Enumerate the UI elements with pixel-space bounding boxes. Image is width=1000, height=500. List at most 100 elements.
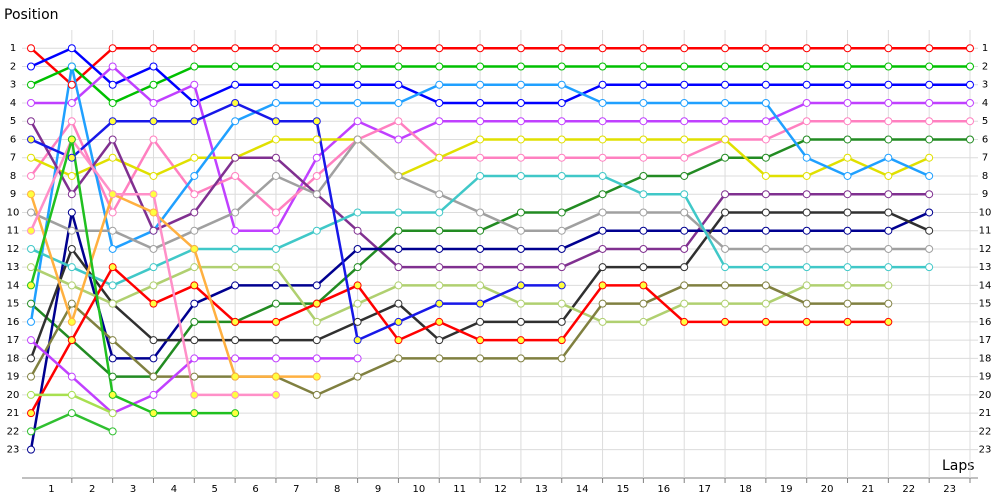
- marker: [190, 98, 199, 107]
- marker: [271, 244, 280, 253]
- y-tick-label: 5: [982, 116, 988, 127]
- y-tick-label: 22: [979, 426, 992, 437]
- marker: [925, 135, 934, 144]
- marker: [639, 244, 648, 253]
- marker: [190, 153, 199, 162]
- y-tick-label: 3: [982, 80, 988, 91]
- y-tick-label: 15: [979, 299, 992, 310]
- x-tick-label: 6: [252, 484, 258, 495]
- marker: [843, 281, 852, 290]
- series-line: [29, 192, 317, 378]
- marker: [190, 354, 199, 363]
- y-tick-label: 15: [7, 299, 20, 310]
- marker: [476, 62, 485, 71]
- marker: [802, 281, 811, 290]
- marker: [149, 208, 158, 217]
- marker: [680, 44, 689, 53]
- marker: [476, 244, 485, 253]
- marker: [598, 44, 607, 53]
- marker: [231, 281, 240, 290]
- x-tick-label: 13: [535, 484, 548, 495]
- marker: [925, 171, 934, 180]
- y-tick-label: 6: [10, 134, 16, 145]
- marker: [353, 281, 362, 290]
- marker: [149, 390, 158, 399]
- marker: [27, 153, 35, 162]
- marker: [966, 44, 974, 53]
- marker: [721, 117, 730, 126]
- marker: [557, 281, 566, 290]
- marker: [721, 244, 730, 253]
- marker: [67, 98, 76, 107]
- marker: [761, 263, 770, 272]
- marker: [312, 190, 321, 199]
- marker: [190, 299, 199, 308]
- marker: [271, 171, 280, 180]
- marker: [802, 153, 811, 162]
- marker: [843, 117, 852, 126]
- marker: [271, 153, 280, 162]
- marker: [67, 135, 76, 144]
- marker: [149, 409, 158, 418]
- marker: [843, 263, 852, 272]
- marker: [476, 44, 485, 53]
- marker: [27, 44, 35, 53]
- marker: [27, 244, 35, 253]
- marker: [231, 409, 240, 418]
- marker: [435, 98, 444, 107]
- marker: [190, 117, 199, 126]
- marker: [312, 44, 321, 53]
- marker: [108, 117, 117, 126]
- x-tick-label: 9: [375, 484, 381, 495]
- marker: [884, 299, 893, 308]
- marker: [639, 98, 648, 107]
- y-tick-label: 13: [979, 262, 992, 273]
- marker: [802, 171, 811, 180]
- marker: [557, 317, 566, 326]
- marker: [884, 171, 893, 180]
- marker: [312, 336, 321, 345]
- marker: [435, 317, 444, 326]
- marker: [639, 171, 648, 180]
- marker: [353, 135, 362, 144]
- marker: [394, 317, 403, 326]
- marker: [680, 263, 689, 272]
- marker: [925, 80, 934, 89]
- marker: [108, 62, 117, 71]
- y-tick-label: 10: [979, 207, 992, 218]
- marker: [884, 244, 893, 253]
- marker: [761, 299, 770, 308]
- marker: [149, 281, 158, 290]
- marker: [149, 62, 158, 71]
- y-tick-label: 7: [10, 153, 16, 164]
- marker: [516, 135, 525, 144]
- marker: [231, 244, 240, 253]
- x-tick-label: 17: [698, 484, 711, 495]
- marker: [761, 117, 770, 126]
- marker: [27, 409, 35, 418]
- y-tick-label: 14: [979, 280, 992, 291]
- marker: [231, 354, 240, 363]
- marker: [231, 171, 240, 180]
- marker: [435, 44, 444, 53]
- marker: [190, 317, 199, 326]
- marker: [353, 299, 362, 308]
- marker: [557, 80, 566, 89]
- marker: [108, 226, 117, 235]
- marker: [843, 244, 852, 253]
- marker: [27, 372, 35, 381]
- y-tick-label: 5: [10, 116, 16, 127]
- marker: [802, 80, 811, 89]
- marker: [639, 62, 648, 71]
- marker: [476, 135, 485, 144]
- marker: [394, 263, 403, 272]
- marker: [312, 226, 321, 235]
- marker: [149, 98, 158, 107]
- marker: [516, 98, 525, 107]
- marker: [557, 135, 566, 144]
- marker: [67, 153, 76, 162]
- marker: [353, 208, 362, 217]
- marker: [67, 190, 76, 199]
- marker: [557, 171, 566, 180]
- marker: [108, 354, 117, 363]
